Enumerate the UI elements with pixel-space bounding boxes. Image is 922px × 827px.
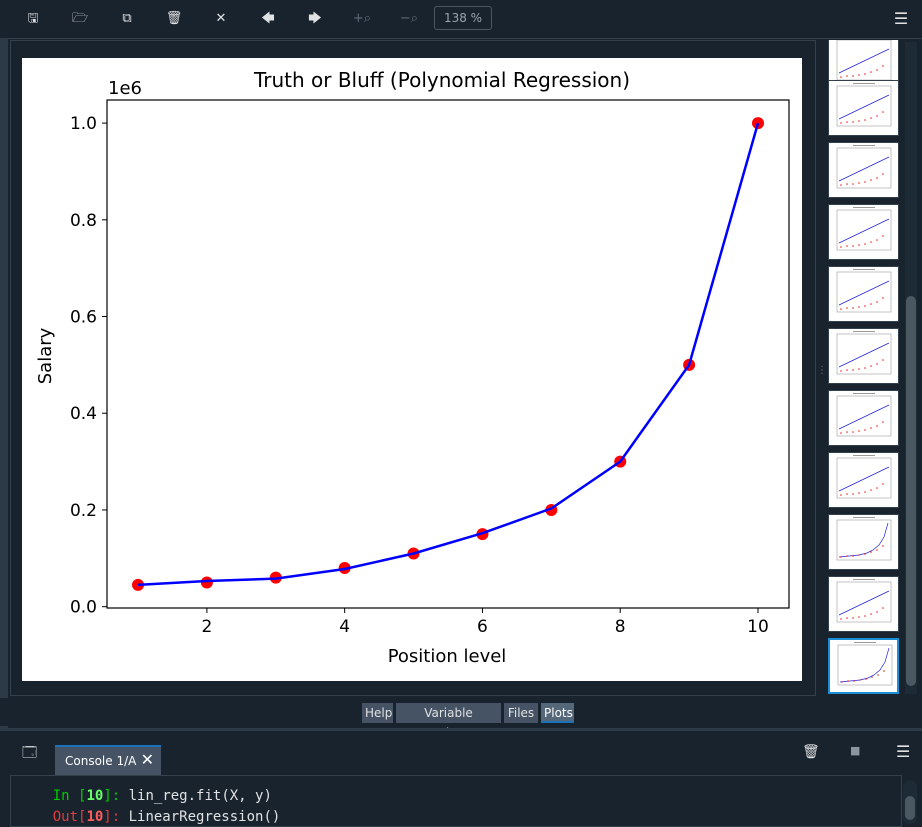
arrow-left-icon: 🡄	[261, 11, 275, 26]
console-scrollbar-handle[interactable]	[905, 796, 915, 820]
plot-thumbnail[interactable]	[828, 328, 899, 384]
x-tick-label: 4	[339, 617, 350, 637]
console-output[interactable]: In [10]: lin_reg.fit(X, y) Out[10]: Line…	[10, 775, 902, 827]
y-tick-label: 0.4	[70, 404, 97, 424]
tab-files[interactable]: Files	[504, 703, 538, 723]
thumbnail-preview	[836, 579, 892, 623]
chart-title: Truth or Bluff (Polynomial Regression)	[253, 68, 630, 92]
thumbnail-preview	[837, 642, 893, 686]
input-prompt-suffix: ]:	[103, 788, 129, 804]
plot-figure: 2 4 6 8 10 0.0 0.2 0.4 0.6 0.8 1.0 Truth or Bluff …	[22, 58, 802, 681]
y-tick-label: 1.0	[70, 114, 97, 134]
plot-thumbnail[interactable]	[828, 452, 899, 508]
axes-frame	[106, 99, 790, 609]
input-prompt-open: [	[78, 788, 87, 804]
trash-icon[interactable]: 🗑	[802, 744, 820, 760]
close-icon[interactable]: ✕	[140, 750, 154, 769]
plot-thumbnails-panel	[824, 40, 902, 696]
plot-thumbnail[interactable]	[828, 514, 899, 570]
console-line-output: Out[10]: LinearRegression()	[19, 793, 281, 826]
input-prompt-number: 10	[86, 788, 104, 804]
save-all-button[interactable]: 🗁	[69, 8, 91, 30]
thumbnail-preview	[836, 517, 892, 561]
output-code: LinearRegression()	[128, 809, 281, 825]
copy-button[interactable]: ⧉	[116, 8, 138, 30]
y-tick-label: 0.6	[70, 308, 97, 328]
tab-plots[interactable]: Plots	[541, 703, 574, 723]
zoom-out-icon: −⌕	[399, 11, 419, 26]
remove-plot-button[interactable]: 🗑	[163, 8, 185, 30]
console-tab-label: Console 1/A	[65, 754, 137, 768]
plot-splitter[interactable]	[817, 40, 823, 696]
tab-variable-explorer[interactable]: Variable Explorer	[396, 703, 501, 740]
console-tab[interactable]: Console 1/A ✕	[55, 745, 161, 775]
plot-thumbnail[interactable]	[828, 80, 899, 136]
zoom-in-icon: +⌕	[352, 11, 372, 26]
console-divider	[0, 728, 922, 731]
plots-toolbar: 🖫 🗁 ⧉ 🗑 ✕ 🡄 🡆 +⌕ −⌕ 138 % ☰	[0, 0, 922, 39]
plot-thumbnail[interactable]	[828, 142, 899, 198]
y-tick-label: 0.0	[70, 598, 97, 618]
thumbnail-preview	[836, 269, 892, 313]
x-tick-label: 8	[615, 617, 626, 637]
chart-svg: 2 4 6 8 10 0.0 0.2 0.4 0.6 0.8 1.0 Truth or Bluff …	[35, 68, 790, 667]
plot-thumbnail[interactable]	[828, 638, 899, 694]
console-menu-icon[interactable]: ☰	[896, 742, 911, 761]
plot-thumbnail[interactable]	[828, 266, 899, 322]
thumbnail-preview	[836, 83, 892, 127]
output-prompt-suffix: ]:	[103, 809, 129, 825]
remove-all-button[interactable]: ✕	[210, 8, 232, 30]
x-tick-label: 6	[477, 617, 488, 637]
zoom-level-field[interactable]: 138 %	[434, 6, 492, 30]
scatter-point	[752, 117, 764, 130]
x-axis-label: Position level	[388, 646, 507, 667]
previous-plot-button[interactable]: 🡄	[257, 8, 279, 30]
input-code: lin_reg.fit(X, y)	[128, 788, 272, 804]
scatter-point	[132, 578, 144, 591]
save-icon: 🖫	[27, 11, 39, 26]
x-tick-label: 2	[201, 617, 212, 637]
save-all-icon: 🗁	[71, 11, 89, 26]
plot-thumbnail[interactable]	[828, 204, 899, 260]
regression-line	[137, 122, 760, 587]
plot-thumbnail[interactable]	[828, 576, 899, 632]
thumbnail-preview	[836, 393, 892, 437]
next-plot-button[interactable]: 🡆	[304, 8, 326, 30]
trash-icon: 🗑	[165, 11, 183, 26]
hamburger-icon[interactable]: ☰	[893, 9, 909, 28]
thumbnail-preview	[836, 331, 892, 375]
axis-offset-label: 1e6	[108, 78, 142, 99]
arrow-right-icon: 🡆	[308, 11, 322, 26]
input-prompt-prefix: In	[52, 788, 79, 804]
splitter-grip-icon[interactable]: ⋮	[817, 365, 827, 377]
x-tick-label: 10	[747, 617, 769, 637]
close-all-icon: ✕	[215, 11, 227, 26]
thumbnail-preview	[836, 207, 892, 251]
console-line-input: In [10]: lin_reg.fit(X, y)	[19, 776, 272, 820]
save-plot-button[interactable]: 🖫	[22, 8, 44, 30]
y-tick-label: 0.2	[70, 501, 97, 521]
left-dock-edge	[0, 38, 8, 728]
plot-thumbnail[interactable]	[828, 390, 899, 446]
zoom-in-button[interactable]: +⌕	[351, 8, 373, 30]
thumbnail-preview	[836, 145, 892, 189]
output-prompt-number: 10	[86, 809, 104, 825]
tab-help[interactable]: Help	[362, 703, 393, 723]
browse-tabs-icon[interactable]: 🗔	[22, 745, 38, 761]
stop-icon[interactable]: ■	[850, 744, 861, 757]
thumbnail-preview	[836, 455, 892, 499]
zoom-out-button[interactable]: −⌕	[398, 8, 420, 30]
output-prompt-prefix: Out[	[52, 809, 87, 825]
y-axis-label: Salary	[35, 327, 56, 384]
y-tick-label: 0.8	[70, 211, 97, 231]
thumbnails-scrollbar-handle[interactable]	[906, 296, 916, 686]
scatter-point	[200, 576, 213, 589]
copy-icon: ⧉	[122, 11, 132, 26]
